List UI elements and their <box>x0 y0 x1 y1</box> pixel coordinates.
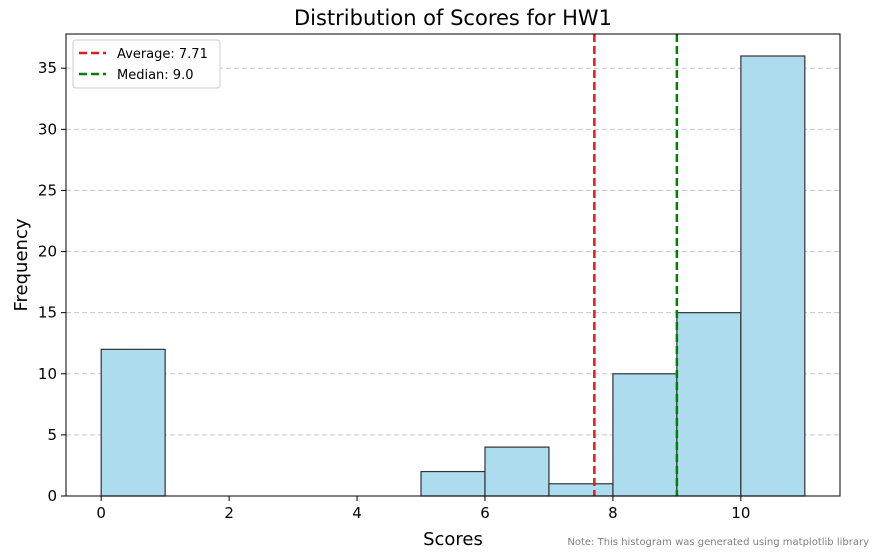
x-tick-label-8: 8 <box>608 504 618 522</box>
y-tick-label-10: 10 <box>38 365 57 383</box>
plot-frame <box>65 33 841 497</box>
x-tick-label-4: 4 <box>352 504 362 522</box>
x-axis-label: Scores <box>423 529 483 550</box>
x-tick-label-10: 10 <box>731 504 750 522</box>
y-tick-label-35: 35 <box>38 59 57 77</box>
bar-7 <box>548 483 614 497</box>
bar-5 <box>420 470 486 497</box>
footnote: Note: This histogram was generated using… <box>567 537 869 548</box>
bar-0 <box>100 348 166 497</box>
bar-6 <box>484 446 550 497</box>
y-tick-label-0: 0 <box>47 487 57 505</box>
x-tick-label-0: 0 <box>96 504 106 522</box>
legend: Average: 7.71 Median: 9.0 <box>72 39 221 89</box>
bar-9 <box>676 312 742 497</box>
chart-title: Distribution of Scores for HW1 <box>294 6 612 30</box>
axis-ticks: 0 2 4 6 8 10 0 5 10 15 20 25 30 35 <box>38 59 750 522</box>
x-tick-label-6: 6 <box>480 504 490 522</box>
reference-lines <box>593 34 679 496</box>
bar-8 <box>612 373 678 497</box>
legend-average-label: Average: 7.71 <box>117 47 208 62</box>
y-tick-label-20: 20 <box>38 243 57 261</box>
y-axis-label: Frequency <box>11 218 32 311</box>
histogram-bars <box>100 55 806 497</box>
legend-median-label: Median: 9.0 <box>117 68 193 83</box>
y-tick-label-15: 15 <box>38 304 57 322</box>
y-tick-label-25: 25 <box>38 181 57 199</box>
bar-10 <box>740 55 806 497</box>
y-tick-label-5: 5 <box>47 426 57 444</box>
x-tick-label-2: 2 <box>224 504 234 522</box>
legend-box <box>72 39 221 89</box>
y-tick-label-30: 30 <box>38 120 57 138</box>
